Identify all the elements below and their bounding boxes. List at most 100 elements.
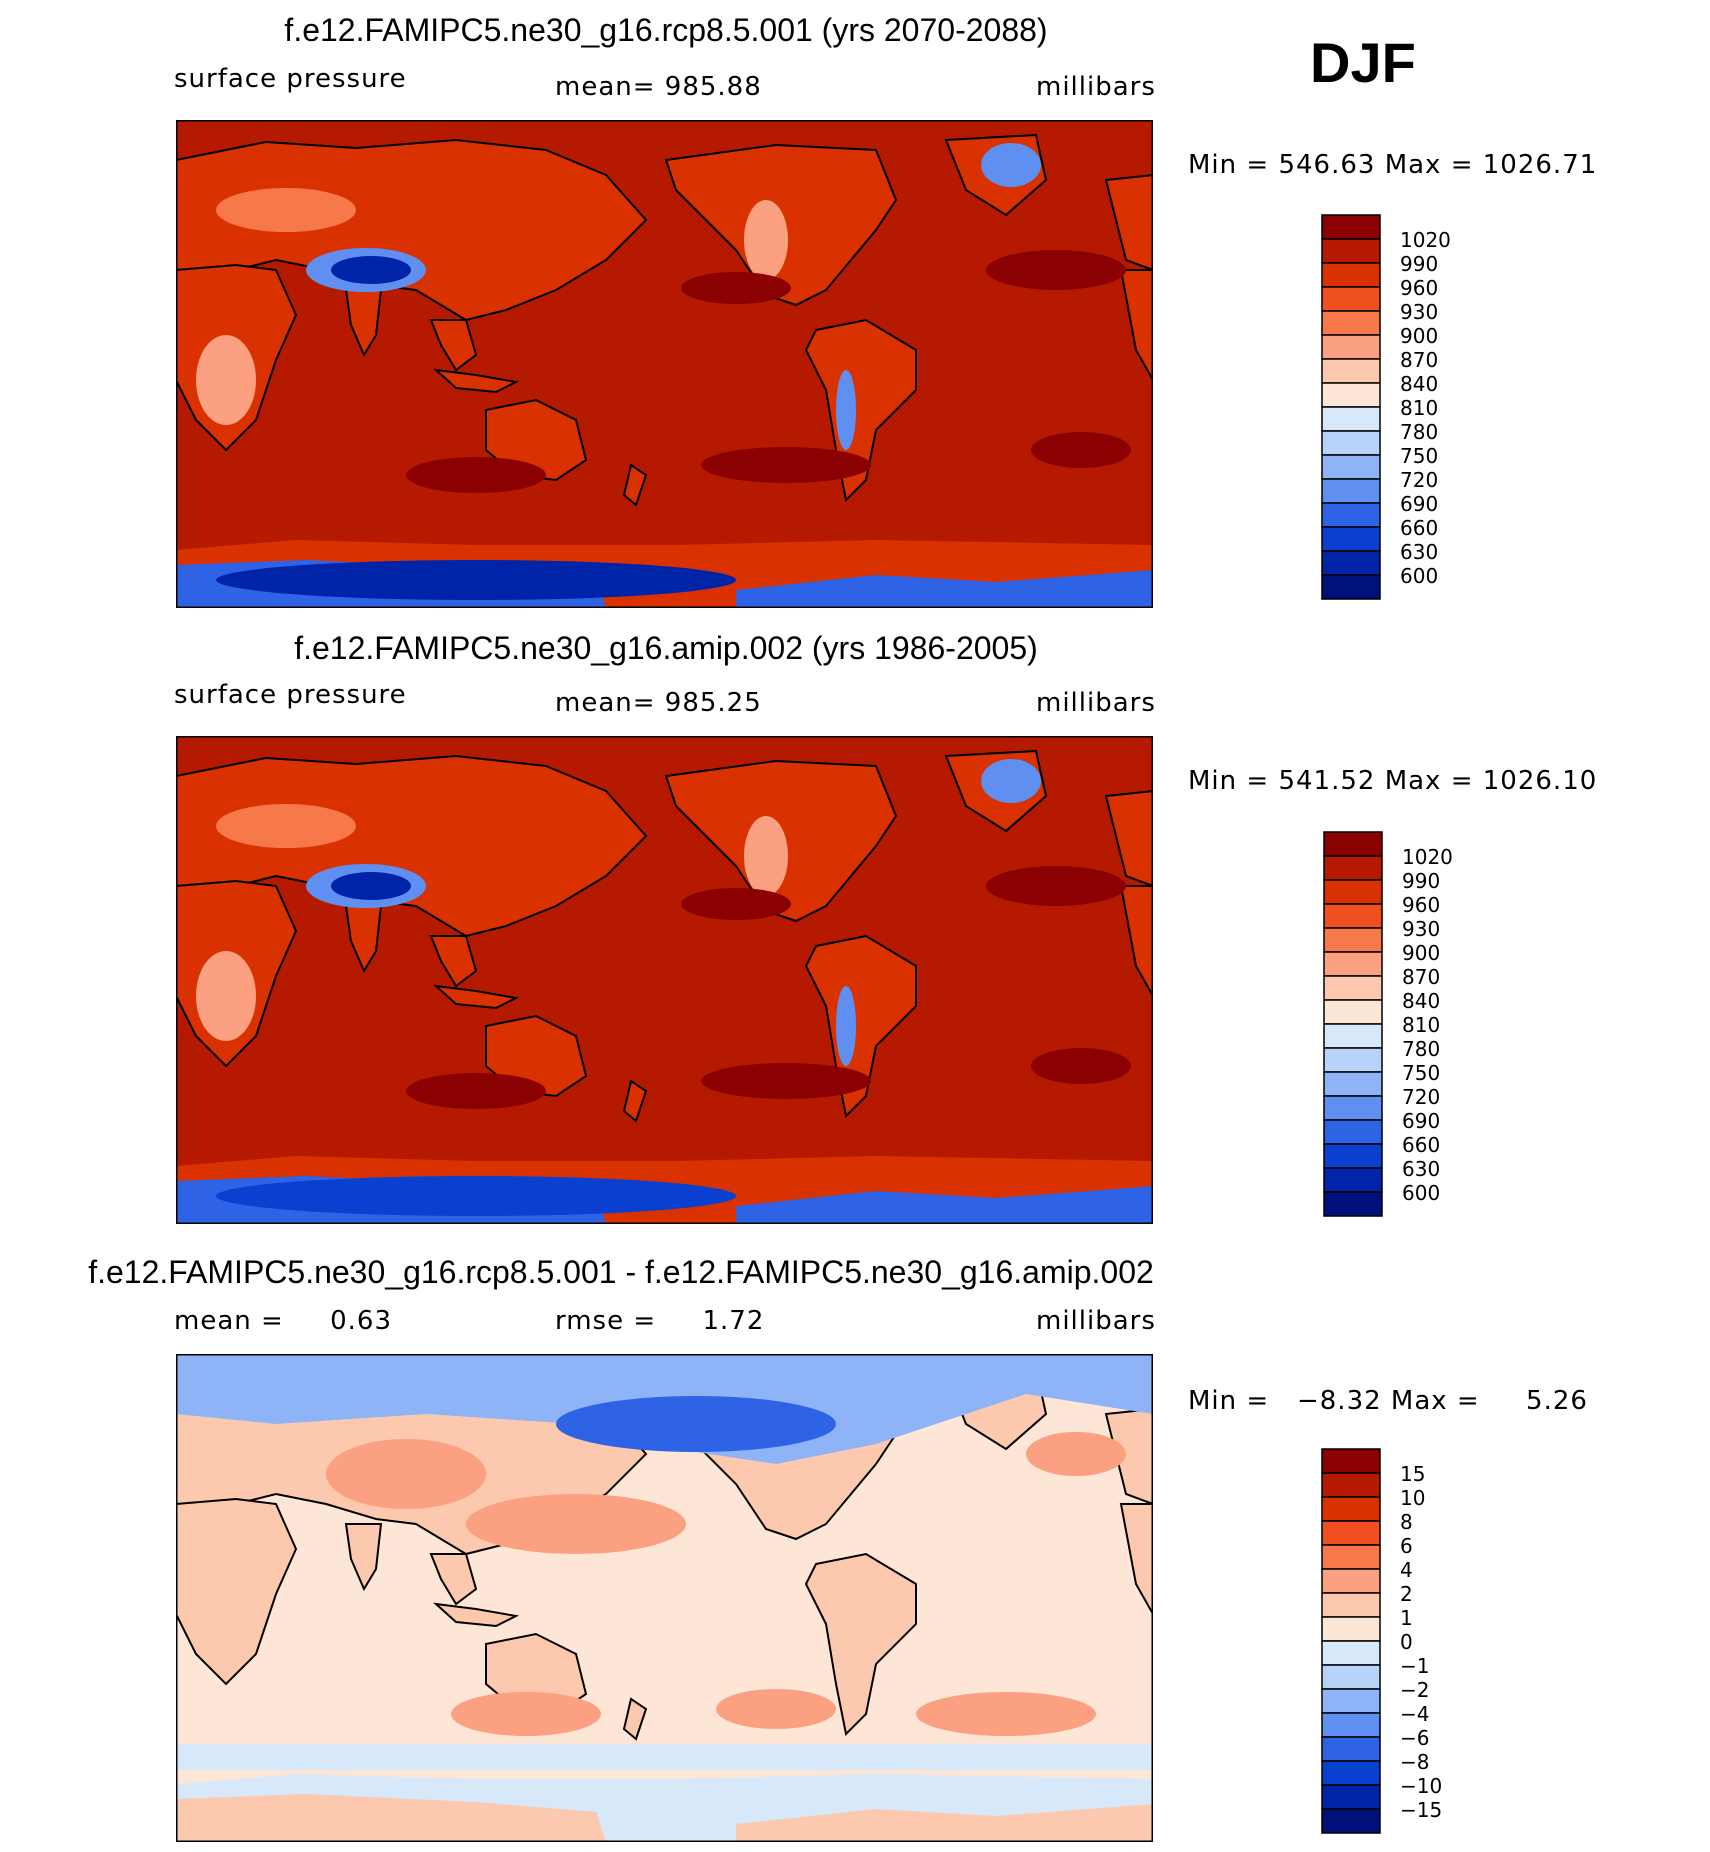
colorbar-box — [1321, 358, 1381, 384]
colorbar-box — [1323, 1191, 1383, 1217]
colorbar-box — [1321, 214, 1381, 240]
colorbar-tick-label: −8 — [1400, 1750, 1429, 1774]
colorbar-tick-label: 810 — [1400, 396, 1438, 420]
colorbar-panel-1: 1020990960930900870840810780750720690660… — [1321, 214, 1451, 600]
colorbar-panel-2: 1020990960930900870840810780750720690660… — [1323, 831, 1453, 1217]
colorbar-box — [1321, 1592, 1381, 1618]
colorbar-box — [1323, 1047, 1383, 1073]
colorbar-box — [1323, 951, 1383, 977]
colorbar-tick-label: 720 — [1400, 468, 1438, 492]
greenland-ice — [981, 759, 1041, 803]
colorbar-tick-label: 750 — [1400, 444, 1438, 468]
colorbar-tick-label: 870 — [1400, 348, 1438, 372]
asia-positive — [326, 1439, 486, 1509]
variable-label: surface pressure — [174, 680, 407, 710]
min-max-label: Min = −8.32 Max = 5.26 — [1188, 1386, 1588, 1416]
colorbar-box — [1323, 927, 1383, 953]
south-atlantic-high — [1031, 1048, 1131, 1084]
mean-diff-label: mean = 0.63 — [174, 1306, 392, 1336]
andes-highland — [836, 370, 856, 450]
rockies-highland — [744, 816, 788, 896]
south-indian-high — [406, 1073, 546, 1109]
units-label: millibars — [1036, 1306, 1156, 1336]
colorbar-tick-label: 960 — [1400, 276, 1438, 300]
colorbar-box — [1321, 1568, 1381, 1594]
colorbar-box — [1321, 262, 1381, 288]
panel-title: f.e12.FAMIPC5.ne30_g16.rcp8.5.001 (yrs 2… — [284, 12, 1048, 48]
colorbar-tick-label: 840 — [1400, 372, 1438, 396]
south-pacific-high — [701, 1063, 871, 1099]
colorbar-tick-label: 600 — [1402, 1181, 1440, 1205]
greenland-ice — [981, 143, 1041, 187]
colorbar-box — [1321, 1448, 1381, 1474]
colorbar-box — [1321, 1616, 1381, 1642]
min-max-label: Min = 541.52 Max = 1026.10 — [1188, 766, 1598, 796]
continent-indonesia — [432, 368, 520, 394]
continent-samerica — [804, 1552, 917, 1737]
colorbar-tick-label: 780 — [1402, 1037, 1440, 1061]
north-atlantic-high — [986, 866, 1126, 906]
colorbar-tick-label: 810 — [1402, 1013, 1440, 1037]
continent-seasia — [429, 1553, 478, 1606]
continent-samerica — [804, 934, 917, 1119]
continent-africa — [176, 1497, 298, 1686]
colorbar-tick-label: 1020 — [1402, 845, 1453, 869]
colorbar-tick-label: 870 — [1402, 965, 1440, 989]
colorbar-tick-label: 900 — [1400, 324, 1438, 348]
north-pacific-high — [681, 272, 791, 304]
colorbar-box — [1321, 1736, 1381, 1762]
map-panel-2 — [176, 736, 1153, 1224]
colorbar-box — [1323, 1143, 1383, 1169]
colorbar-tick-label: −2 — [1400, 1678, 1429, 1702]
continent-europe_east — [1104, 789, 1153, 888]
antarctic-low — [216, 560, 736, 600]
antarctica-east — [736, 1186, 1153, 1224]
north-pacific-high — [681, 888, 791, 920]
colorbar-box — [1323, 1119, 1383, 1145]
colorbar-box — [1323, 903, 1383, 929]
map-frame — [176, 1354, 1153, 1842]
colorbar-tick-label: 600 — [1400, 564, 1438, 588]
colorbar-tick-label: 630 — [1402, 1157, 1440, 1181]
variable-label: surface pressure — [174, 64, 407, 94]
colorbar-tick-label: −15 — [1400, 1798, 1442, 1822]
colorbar-tick-label: 630 — [1400, 540, 1438, 564]
map-panel-3 — [176, 1354, 1153, 1842]
colorbar-tick-label: 1020 — [1400, 228, 1451, 252]
colorbar-box — [1321, 478, 1381, 504]
colorbar-box — [1323, 1095, 1383, 1121]
colorbar-tick-label: −4 — [1400, 1702, 1429, 1726]
south-atlantic-high — [1031, 432, 1131, 468]
colorbar-tick-label: −6 — [1400, 1726, 1429, 1750]
africa-highland — [196, 335, 256, 425]
south-indian-high — [406, 457, 546, 493]
colorbar-tick-label: 2 — [1400, 1582, 1413, 1606]
colorbar-box — [1321, 1496, 1381, 1522]
colorbar-box — [1321, 334, 1381, 360]
antarctica-east — [736, 1804, 1153, 1842]
colorbar-box — [1321, 406, 1381, 432]
colorbar-tick-label: 10 — [1400, 1486, 1425, 1510]
colorbar-tick-label: 930 — [1402, 917, 1440, 941]
colorbar-tick-label: 690 — [1400, 492, 1438, 516]
antarctic-low — [216, 1176, 736, 1216]
mean-label: mean= 985.88 — [555, 72, 762, 102]
colorbar-box — [1323, 855, 1383, 881]
antarctica-east — [736, 570, 1153, 608]
continent-africa_east — [1119, 269, 1153, 383]
colorbar-box — [1321, 1520, 1381, 1546]
colorbar-box — [1321, 550, 1381, 576]
colorbar-tick-label: 840 — [1402, 989, 1440, 1013]
colorbar-box — [1321, 1664, 1381, 1690]
units-label: millibars — [1036, 688, 1156, 718]
colorbar-tick-label: 960 — [1402, 893, 1440, 917]
south-pacific-high — [701, 447, 871, 483]
continent-nz — [622, 1697, 648, 1741]
colorbar-box — [1323, 975, 1383, 1001]
rockies-highland — [744, 200, 788, 280]
map-frame — [176, 120, 1153, 608]
colorbar-tick-label: 660 — [1400, 516, 1438, 540]
colorbar-tick-label: −1 — [1400, 1654, 1429, 1678]
colorbar-tick-label: 4 — [1400, 1558, 1413, 1582]
